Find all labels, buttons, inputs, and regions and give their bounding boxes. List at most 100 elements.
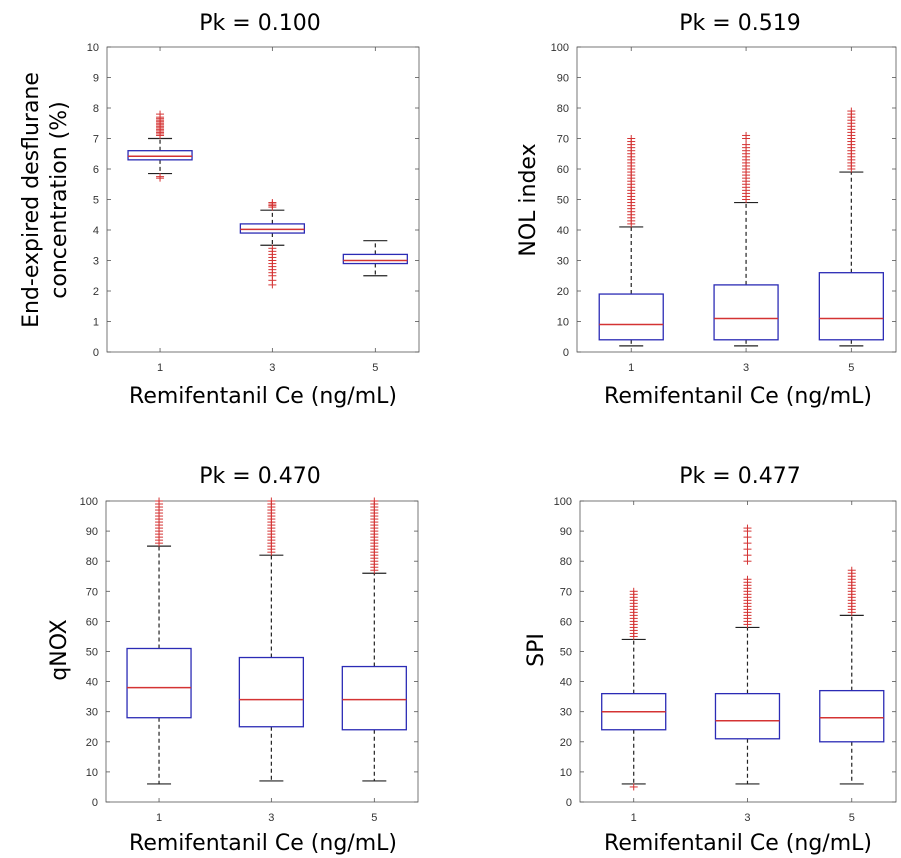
y-tick-label: 5 [93, 195, 99, 207]
box-1 [601, 587, 667, 791]
y-tick-label: 3 [93, 256, 99, 268]
x-tick-label: 3 [269, 362, 275, 374]
box-iqr [818, 272, 884, 341]
outlier-marker [627, 135, 636, 142]
y-tick-label: 10 [557, 317, 569, 329]
outlier-marker [370, 497, 379, 505]
y-tick-label: 0 [563, 347, 569, 359]
y-tick-label: 4 [93, 225, 99, 237]
box-3 [238, 497, 305, 782]
y-tick-label: 10 [560, 767, 572, 779]
y-tick-label: 1 [93, 317, 99, 329]
box-iqr [127, 150, 193, 161]
axes-frame [106, 46, 420, 353]
y-tick-label: 30 [86, 707, 98, 719]
outlier-marker [156, 173, 165, 181]
plot-area: 0 1 2 3 4 5 6 7 8 9 10 1 3 5 [87, 42, 420, 374]
y-tick-label: 20 [86, 737, 98, 749]
y-tick-label: 30 [560, 707, 572, 719]
outlier-marker [743, 557, 752, 565]
panel-qnox: Pk = 0.470 qNOX Remifentanil Ce (ng/mL) … [47, 464, 419, 856]
axes-frame [579, 500, 897, 803]
panel-title: Pk = 0.477 [679, 464, 800, 489]
box-1 [127, 110, 193, 182]
y-axis-label: SPI [524, 633, 549, 667]
outlier-marker [743, 545, 752, 553]
box-5 [342, 240, 408, 277]
y-tick-label: 6 [93, 164, 99, 176]
y-tick-label: 70 [560, 586, 572, 598]
y-tick-label: 10 [87, 42, 99, 54]
panel-spi: Pk = 0.477 SPI Remifentanil Ce (ng/mL) 0… [524, 464, 897, 856]
outlier-marker [156, 110, 165, 118]
box-iqr [126, 647, 192, 719]
plot-area: 0 10 20 30 40 50 60 70 80 90 100 1 3 5 [80, 496, 419, 824]
panel-title: Pk = 0.470 [199, 464, 320, 489]
x-tick-label: 1 [631, 812, 637, 824]
y-tick-label: 100 [551, 42, 569, 54]
panel-title: Pk = 0.519 [679, 11, 800, 36]
outlier-marker [629, 783, 638, 791]
x-tick-label: 5 [849, 812, 855, 824]
outlier-marker [267, 497, 276, 505]
y-tick-label: 30 [557, 256, 569, 268]
y-axis-label: NOL index [516, 143, 541, 256]
y-tick-label: 9 [93, 73, 99, 85]
outlier-marker [743, 524, 752, 532]
box-5 [819, 566, 885, 785]
box-iqr [239, 223, 306, 234]
outlier-marker [268, 281, 277, 289]
y-tick-label: 80 [86, 556, 98, 568]
y-tick-label: 100 [80, 496, 98, 508]
x-tick-label: 5 [848, 362, 854, 374]
box-iqr [341, 665, 407, 731]
outlier-marker [268, 199, 277, 207]
box-iqr [713, 284, 779, 341]
y-tick-label: 10 [86, 767, 98, 779]
outlier-marker [743, 575, 752, 583]
box-iqr [238, 656, 305, 728]
x-tick-label: 1 [156, 812, 162, 824]
box-1 [126, 497, 192, 785]
box-3 [714, 524, 781, 785]
y-axis-label: qNOX [47, 619, 72, 680]
box-iqr [342, 253, 408, 265]
y-tick-label: 0 [92, 797, 98, 809]
y-tick-label: 7 [93, 134, 99, 146]
axes-frame [576, 46, 897, 353]
y-tick-label: 50 [560, 647, 572, 659]
x-tick-label: 3 [268, 812, 274, 824]
outlier-marker [743, 533, 752, 541]
y-tick-label: 20 [557, 286, 569, 298]
y-axis-label-line-1: End-expired desflurane [19, 72, 44, 328]
y-tick-label: 0 [93, 347, 99, 359]
y-tick-label: 2 [93, 286, 99, 298]
y-tick-label: 90 [86, 526, 98, 538]
box-iqr [598, 293, 664, 341]
box-3 [239, 199, 306, 289]
y-tick-label: 40 [560, 677, 572, 689]
y-tick-label: 90 [560, 526, 572, 538]
x-tick-label: 5 [371, 812, 377, 824]
y-tick-label: 60 [86, 616, 98, 628]
outlier-marker [847, 107, 856, 115]
x-tick-label: 3 [743, 362, 749, 374]
y-tick-label: 8 [93, 103, 99, 115]
box-5 [341, 497, 407, 782]
box-iqr [819, 689, 885, 743]
y-tick-label: 70 [557, 134, 569, 146]
outlier-marker [847, 566, 856, 574]
box-5 [818, 107, 884, 347]
outlier-marker [155, 497, 164, 505]
plot-area: 0 10 20 30 40 50 60 70 80 90 100 1 3 5 [554, 496, 897, 824]
box-3 [713, 131, 779, 347]
x-tick-label: 1 [628, 362, 634, 374]
y-tick-label: 60 [557, 164, 569, 176]
x-tick-label: 1 [157, 362, 163, 374]
outlier-marker [742, 131, 751, 139]
y-tick-label: 50 [86, 647, 98, 659]
outlier-marker [742, 141, 751, 149]
panel-nol-index: Pk = 0.519 NOL index Remifentanil Ce (ng… [516, 11, 897, 409]
panel-title: Pk = 0.100 [199, 11, 320, 36]
